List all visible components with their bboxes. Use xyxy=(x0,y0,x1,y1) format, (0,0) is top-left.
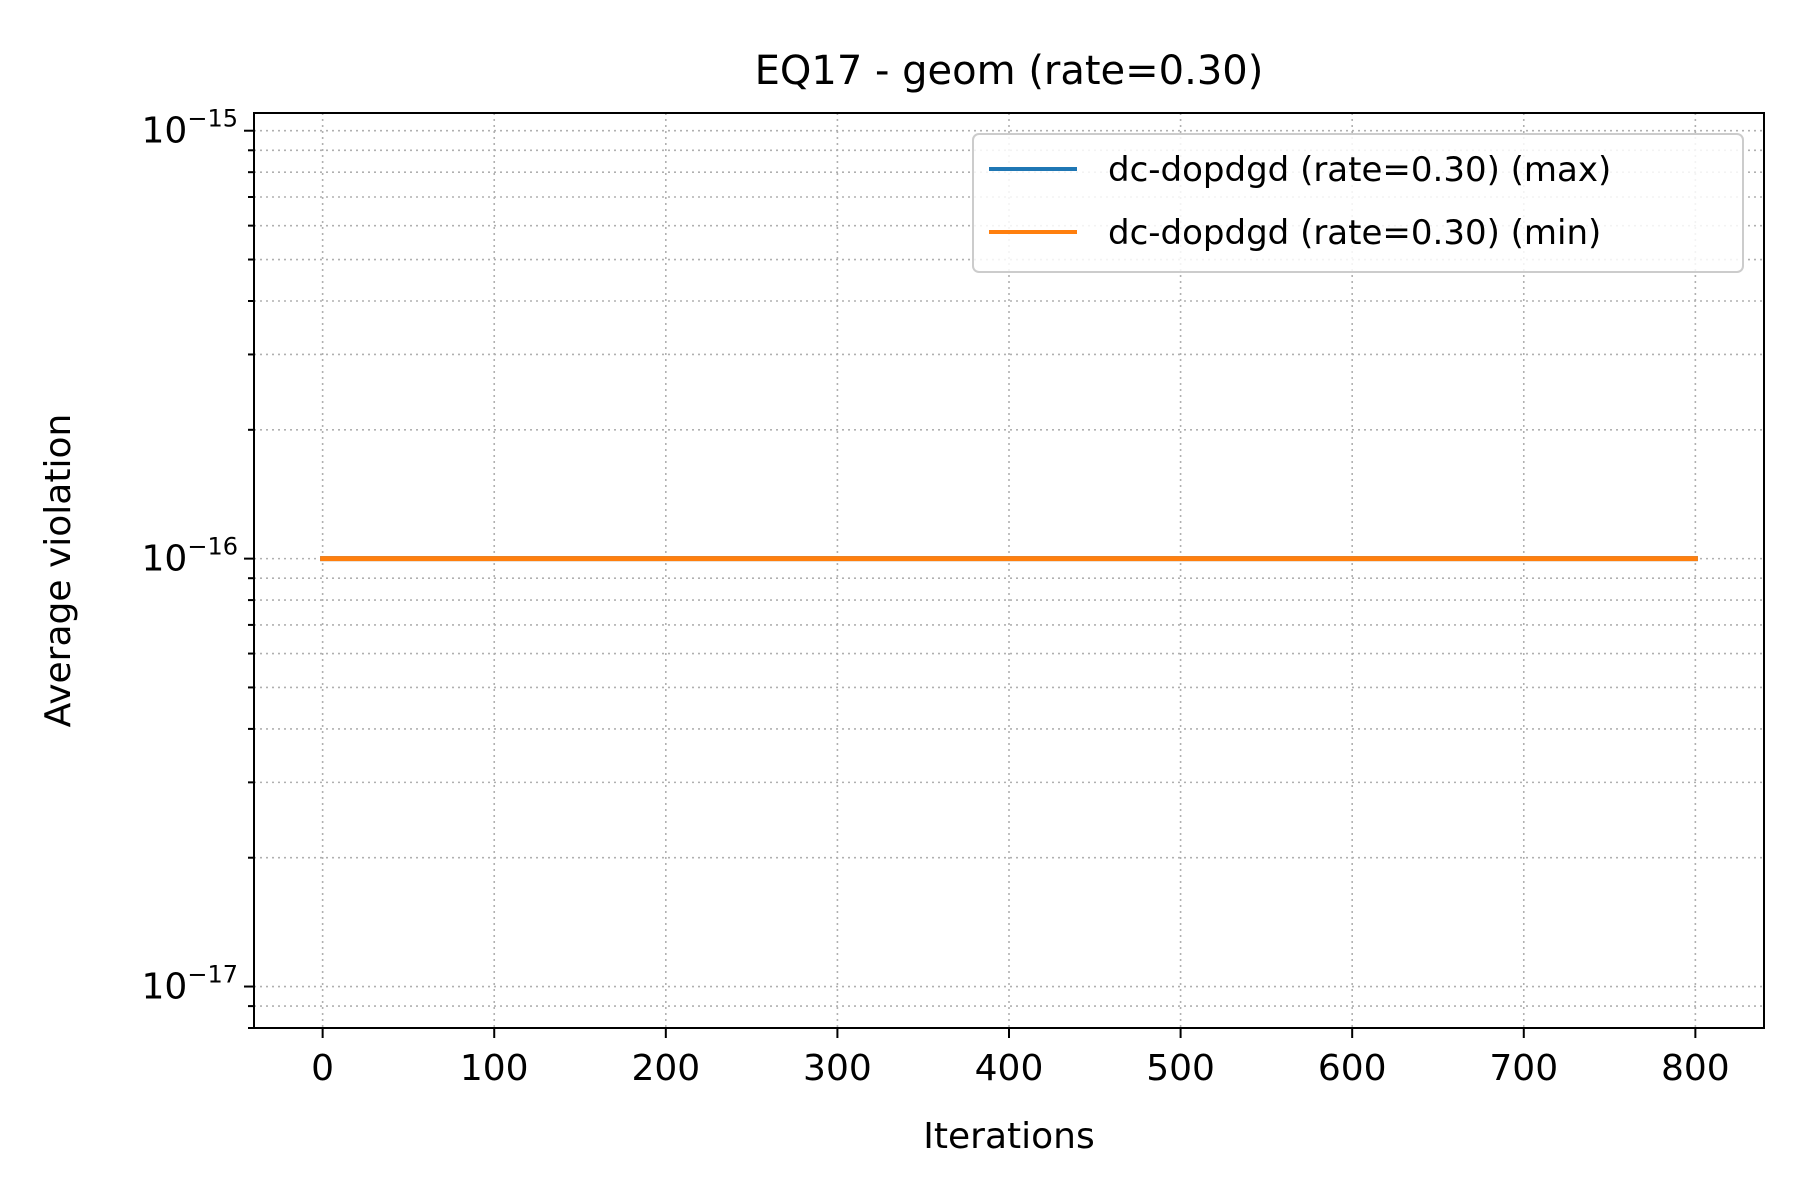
legend-label: dc-dopdgd (rate=0.30) (min) xyxy=(1108,213,1601,253)
x-tick-label: 700 xyxy=(1489,1048,1558,1089)
x-tick-label: 0 xyxy=(311,1048,334,1089)
grid xyxy=(254,113,1764,1029)
x-tick-label: 500 xyxy=(1146,1048,1215,1089)
x-tick-label: 200 xyxy=(631,1048,700,1089)
x-tick-label: 300 xyxy=(803,1048,872,1089)
legend-label: dc-dopdgd (rate=0.30) (max) xyxy=(1108,150,1611,190)
x-tick-label: 600 xyxy=(1318,1048,1387,1089)
y-tick-label: 10−16 xyxy=(142,533,238,580)
y-tick-label: 10−15 xyxy=(142,105,238,152)
x-axis-label: Iterations xyxy=(923,1116,1094,1157)
x-tick-label: 400 xyxy=(975,1048,1044,1089)
y-axis-label: Average violation xyxy=(38,414,79,728)
x-tick-label: 100 xyxy=(460,1048,529,1089)
chart-title: EQ17 - geom (rate=0.30) xyxy=(755,48,1264,94)
y-tick-label: 10−17 xyxy=(142,961,238,1008)
x-tick-label: 800 xyxy=(1661,1048,1730,1089)
legend-box xyxy=(972,133,1744,273)
legend: dc-dopdgd (rate=0.30) (max) dc-dopdgd (ra… xyxy=(972,133,1744,273)
axis-ticks: 0 100 200 300 400 500 600 700 800 10−17 10−16 10−15 xyxy=(142,105,1730,1089)
